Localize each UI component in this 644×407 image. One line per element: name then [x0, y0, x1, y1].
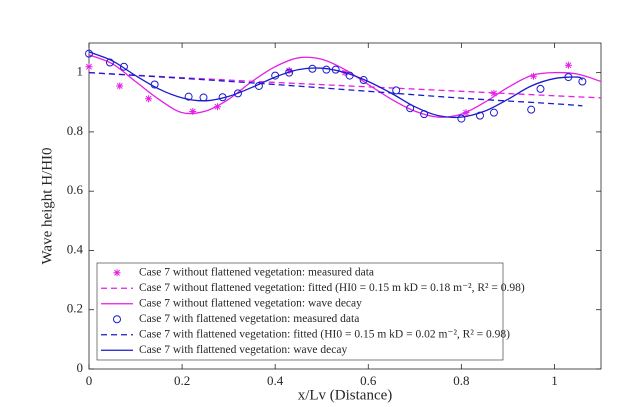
legend-label: Case 7 without flattened vegetation: fit… [139, 282, 525, 294]
y-tick-label: 0.2 [67, 301, 83, 316]
x-tick-label: 0.8 [453, 373, 469, 388]
series [88, 51, 583, 119]
asterisk-marker [145, 95, 153, 103]
y-tick-label: 0.4 [67, 241, 84, 256]
x-tick-label: 1 [551, 373, 558, 388]
asterisk-marker [564, 61, 572, 69]
circle-marker [392, 86, 401, 95]
circle-marker [578, 77, 587, 86]
y-tick-label: 1 [77, 64, 84, 79]
fitted-line [88, 71, 583, 107]
circle-marker [489, 108, 498, 117]
legend: Case 7 without flattened vegetation: mea… [96, 262, 525, 361]
asterisk-marker [213, 103, 221, 111]
asterisk-marker [116, 82, 124, 90]
x-tick-label: 0 [86, 373, 93, 388]
x-tick-label: 0.2 [174, 373, 190, 388]
series [88, 71, 583, 107]
asterisk-marker [285, 67, 293, 75]
y-tick-label: 0 [77, 360, 84, 375]
legend-marker [113, 315, 121, 324]
circle-marker [119, 62, 128, 71]
y-axis-label: Wave height H/HI0 [39, 147, 55, 264]
decay-line [88, 51, 583, 119]
circle-marker [475, 111, 484, 120]
circle-marker [527, 105, 536, 114]
x-tick-label: 0.6 [360, 373, 377, 388]
circle-marker [233, 89, 242, 98]
series [88, 54, 602, 118]
legend-label: Case 7 with flattened vegetation: wave d… [139, 344, 347, 356]
asterisk-marker [113, 269, 121, 277]
legend-box [96, 262, 504, 361]
legend-label: Case 7 with flattened vegetation: fitted… [139, 328, 510, 340]
circle-marker [536, 84, 545, 93]
y-tick-label: 0.8 [67, 123, 83, 138]
x-tick-label: 0.4 [267, 373, 284, 388]
legend-label: Case 7 without flattened vegetation: wav… [139, 297, 362, 309]
decay-line [88, 54, 602, 118]
asterisk-marker [85, 63, 93, 71]
x-axis-label: x/Lv (Distance) [298, 387, 393, 403]
y-tick-label: 0.6 [67, 182, 84, 197]
circle-marker [457, 114, 466, 123]
asterisk-marker [189, 107, 197, 115]
asterisk-marker [530, 72, 538, 80]
legend-label: Case 7 with flattened vegetation: measur… [139, 313, 359, 325]
legend-label: Case 7 without flattened vegetation: mea… [139, 266, 374, 278]
circle-marker [359, 76, 368, 85]
circle-marker [184, 92, 193, 101]
